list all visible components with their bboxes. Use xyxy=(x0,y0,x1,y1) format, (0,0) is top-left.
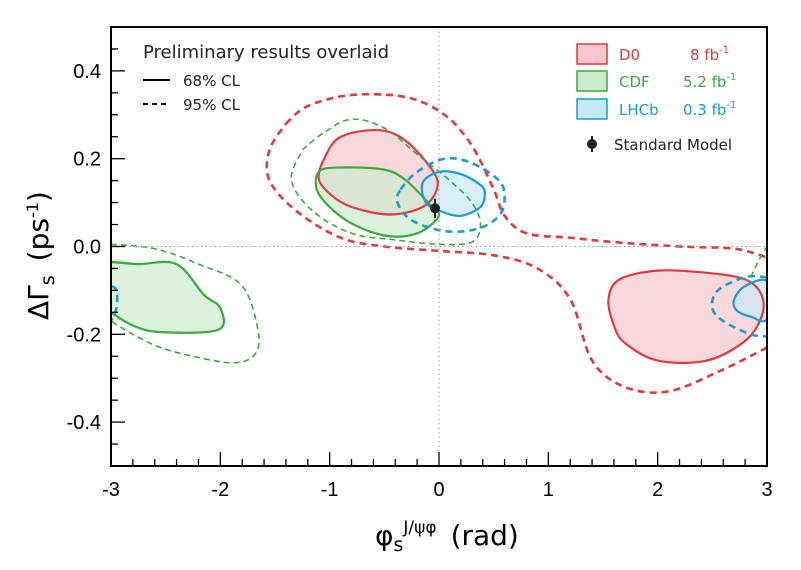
d0-68cl-contour-0 xyxy=(317,128,439,216)
cdf-68cl-contour-0 xyxy=(314,166,441,238)
tick-layer: -3 -2 -1 0 1 2 3 -0.4 -0.2 0.0 0.2 0.4 xyxy=(67,26,773,501)
cl-legend-label-95: 95% CL xyxy=(183,96,241,114)
cdf-68cl-contour-1 xyxy=(111,260,225,334)
legend-label-d0: D0 xyxy=(619,46,640,64)
y-axis-label: ΔΓs(ps-1) xyxy=(22,191,59,320)
lhcb-95cl-contour-2 xyxy=(395,156,506,234)
x-tick-label: 1 xyxy=(543,479,554,501)
legend-swatch-cdf xyxy=(576,70,608,92)
d0-68cl-fill-1 xyxy=(608,270,764,363)
x-axis-label: φsJ/ψφ (rad) xyxy=(375,518,519,556)
legend-swatch-lhcb xyxy=(576,98,608,120)
y-tick-label: 0.0 xyxy=(73,237,101,259)
legend-lumi-cdf: 5.2 fb-1 xyxy=(683,72,736,91)
cl-legend-label-68: 68% CL xyxy=(183,72,241,90)
standard-model-point xyxy=(430,203,441,214)
cdf-95cl-contour-3 xyxy=(111,243,260,364)
experiment-legend: D0 8 fb-1 CDF 5.2 fb-1 LHCb 0.3 fb-1 Sta… xyxy=(576,43,736,154)
y-tick-label: 0.4 xyxy=(73,61,101,83)
y-tick-label: -0.2 xyxy=(67,324,101,346)
lhcb-95cl-contour-4 xyxy=(111,284,119,322)
x-tick-label: 0 xyxy=(433,479,444,501)
cdf-95cl-contour-2 xyxy=(290,118,482,246)
legend-lumi-d0: 8 fb-1 xyxy=(690,45,729,64)
x-tick-label: -1 xyxy=(321,479,339,501)
y-tick-label: 0.2 xyxy=(73,149,101,171)
legend-label-sm: Standard Model xyxy=(614,136,732,154)
legend-label-lhcb: LHCb xyxy=(619,101,659,119)
legend-swatch-d0 xyxy=(576,43,608,65)
x-tick-label: 3 xyxy=(761,479,772,501)
x-tick-label: 2 xyxy=(652,479,663,501)
legend-sm-marker xyxy=(587,139,597,149)
x-tick-label: -2 xyxy=(211,479,229,501)
d0-95cl-contour-3 xyxy=(265,122,767,394)
legend-lumi-lhcb: 0.3 fb-1 xyxy=(683,100,736,119)
d0-95cl-contour-2 xyxy=(285,92,767,259)
cdf-95cl-contour-4 xyxy=(749,246,767,278)
contour-layer xyxy=(111,92,767,394)
legend-label-cdf: CDF xyxy=(619,73,650,91)
d0-68cl-contour-1 xyxy=(607,269,765,365)
standard-model-layer xyxy=(430,198,441,218)
chart-title: Preliminary results overlaid xyxy=(143,42,389,63)
cdf-68cl-fill-1 xyxy=(111,258,224,333)
y-tick-label: -0.4 xyxy=(67,412,101,434)
guide-lines xyxy=(111,27,767,466)
lhcb-68cl-contour-1 xyxy=(732,278,767,323)
x-tick-label: -3 xyxy=(102,479,120,501)
